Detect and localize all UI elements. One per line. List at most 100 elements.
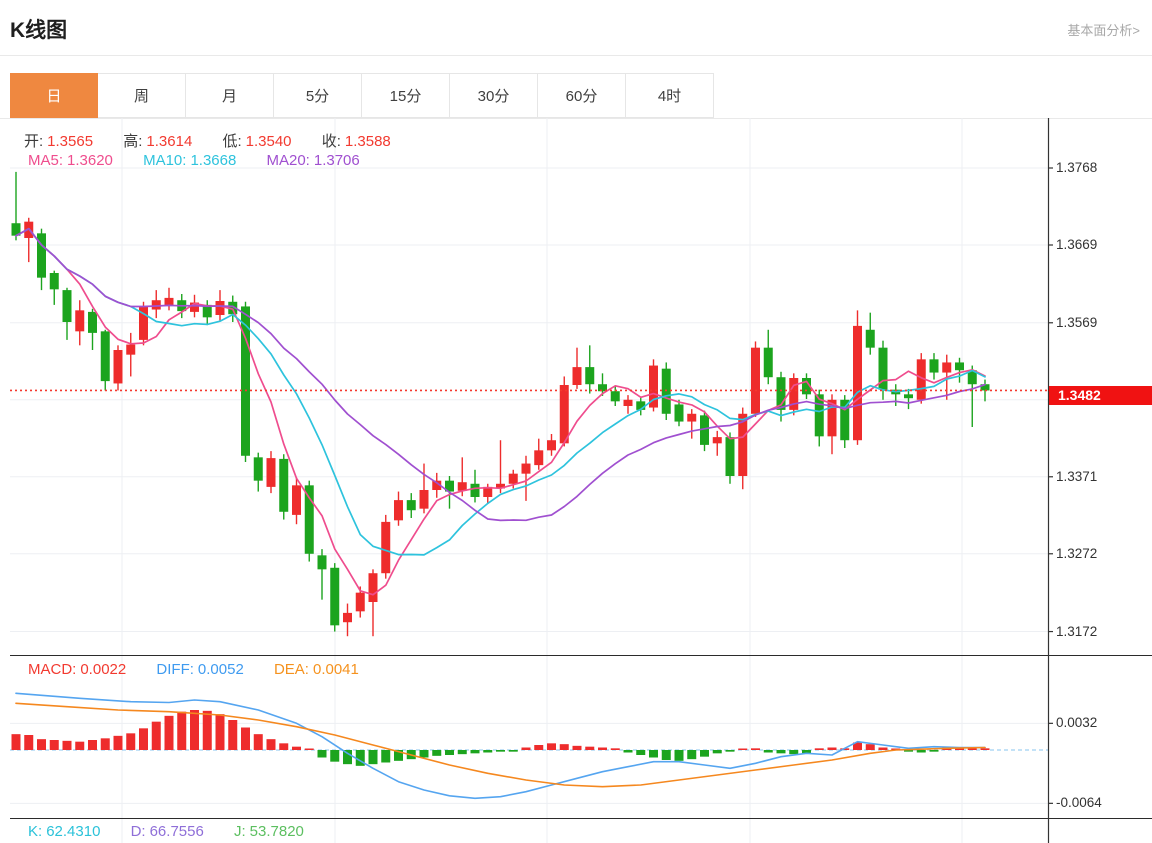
macd-bar (139, 728, 148, 750)
candle-body (942, 362, 952, 373)
macd-bar (368, 750, 378, 765)
candle-body (279, 458, 289, 512)
macd-bar (776, 750, 786, 754)
candle-body (955, 362, 964, 371)
y-axis-label: 1.3768 (1056, 160, 1098, 175)
macd-bar (24, 735, 34, 750)
macd-bar (190, 710, 199, 750)
macd-bar (967, 748, 977, 750)
ma5-line (15, 227, 986, 596)
macd-bar (445, 750, 454, 755)
candle-body (202, 304, 212, 318)
candle-body (343, 612, 352, 623)
macd-bar (381, 750, 391, 763)
candle-body (649, 365, 658, 408)
open-label: 开: (24, 133, 44, 150)
ma-legend: MA5: 1.3620 MA10: 1.3668 MA20: 1.3706 (28, 152, 364, 169)
macd-bar (585, 746, 595, 750)
macd-bar (419, 750, 429, 758)
macd-bar (151, 721, 161, 750)
macd-bar (853, 742, 862, 750)
j-value: 53.7820 (249, 823, 304, 840)
macd-bar (62, 740, 72, 750)
candle-body (62, 290, 72, 322)
ma10-label: MA10: (143, 152, 187, 169)
y-axis-label: 1.3669 (1056, 237, 1098, 252)
candle-body (508, 473, 518, 484)
macd-bar (75, 741, 85, 750)
macd-bar (738, 748, 748, 750)
macd-bar (789, 750, 799, 755)
macd-bar (470, 750, 480, 754)
ma5-label: MA5: (28, 152, 64, 169)
k-value: 62.4310 (46, 823, 101, 840)
period-tabbar: 日周月 5分 15分 30分 60分 4时 (10, 73, 714, 118)
page-title: K线图 (10, 19, 68, 42)
macd-bar (827, 747, 837, 750)
macd-bar (37, 739, 46, 750)
macd-bar (483, 750, 493, 753)
candle-body (49, 273, 59, 290)
candle-body (215, 301, 225, 315)
macd-bar (88, 740, 97, 750)
macd-bar (355, 750, 365, 766)
macd-bar (253, 734, 263, 750)
macd-bar (11, 734, 21, 750)
candle-body (368, 573, 378, 602)
macd-bar (534, 745, 544, 750)
ma20-line (15, 227, 986, 522)
tab-15min[interactable]: 15分 (362, 73, 450, 118)
candle-body (113, 350, 123, 384)
tab-day[interactable]: 日 (10, 73, 98, 118)
candle-body (457, 482, 467, 491)
last-price-badge: 1.3482 (1049, 386, 1152, 405)
tab-5min[interactable]: 5分 (274, 73, 362, 118)
candle-body (598, 384, 607, 392)
macd-bar (929, 750, 939, 752)
tab-30min[interactable]: 30分 (450, 73, 538, 118)
macd-bar (228, 720, 238, 750)
macd-bar (572, 745, 582, 750)
tab-month[interactable]: 月 (186, 73, 274, 118)
macd-bar (126, 733, 136, 750)
diff-value: 0.0052 (197, 661, 244, 678)
macd-value: 0.0022 (80, 661, 127, 678)
candle-body (687, 413, 697, 422)
macd-bar (521, 747, 531, 750)
macd-bar (164, 715, 174, 750)
candle-body (980, 384, 990, 391)
candle-body (623, 399, 633, 406)
macd-bar (687, 750, 697, 760)
candle-body (763, 347, 773, 378)
macd-bar (751, 748, 760, 750)
candle-body (406, 500, 416, 511)
macd-bar (113, 735, 123, 750)
tab-week[interactable]: 周 (98, 73, 186, 118)
candle-body (292, 485, 301, 515)
macd-bar (547, 743, 556, 750)
macd-bar (266, 739, 276, 750)
candle-body (228, 301, 238, 315)
candle-body (266, 458, 276, 487)
candle-body (853, 325, 862, 441)
ma10-line (15, 227, 986, 556)
candle-body (241, 306, 250, 456)
macd-bar (878, 747, 888, 750)
macd-bar (661, 750, 671, 760)
macd-bar (330, 750, 340, 762)
tab-60min[interactable]: 60分 (538, 73, 626, 118)
candle-body (304, 485, 314, 554)
candle-body (572, 367, 582, 385)
macd-bar (457, 750, 467, 755)
y-axis-label: -0.0064 (1056, 795, 1102, 811)
candle-body (330, 567, 340, 626)
candle-body (636, 401, 646, 410)
d-value: 66.7556 (149, 823, 204, 840)
macd-bar (394, 750, 403, 761)
fundamental-analysis-link[interactable]: 基本面分析> (1067, 23, 1140, 38)
ma20-label: MA20: (266, 152, 310, 169)
macd-bar (292, 746, 301, 750)
candle-body (317, 555, 327, 570)
tab-4hour[interactable]: 4时 (626, 73, 714, 118)
